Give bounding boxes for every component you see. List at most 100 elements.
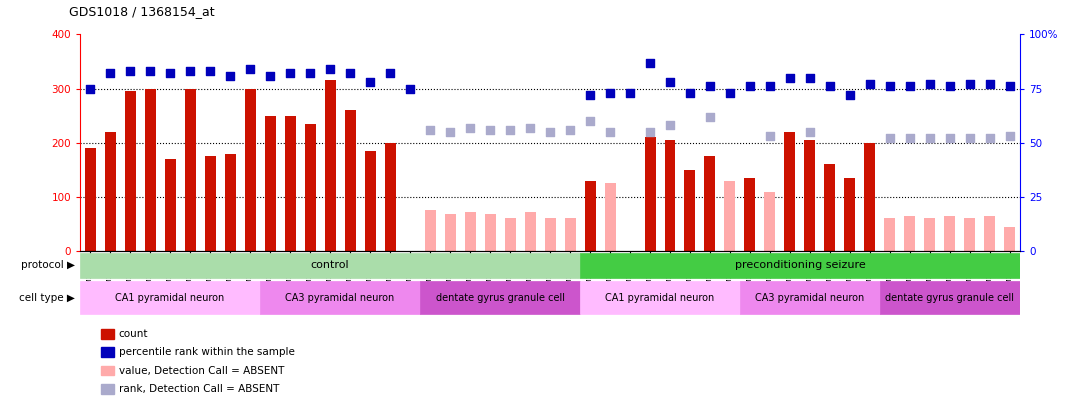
Bar bbox=[1004, 227, 1016, 251]
Point bbox=[1002, 133, 1019, 139]
Point bbox=[782, 75, 799, 81]
Point bbox=[642, 60, 659, 66]
Bar bbox=[105, 132, 115, 251]
Point bbox=[301, 70, 318, 77]
Bar bbox=[864, 143, 876, 251]
Bar bbox=[724, 181, 736, 251]
Point bbox=[381, 70, 398, 77]
Bar bbox=[580, 281, 740, 314]
Point bbox=[801, 129, 818, 135]
Point bbox=[901, 83, 918, 90]
Point bbox=[221, 72, 238, 79]
Bar bbox=[504, 217, 516, 251]
Bar bbox=[884, 217, 895, 251]
Bar bbox=[580, 253, 1020, 278]
Point bbox=[961, 81, 978, 87]
Bar bbox=[284, 116, 296, 251]
Point bbox=[961, 135, 978, 142]
Text: value, Detection Call = ABSENT: value, Detection Call = ABSENT bbox=[119, 366, 284, 375]
Point bbox=[182, 68, 199, 75]
Point bbox=[541, 129, 559, 135]
Text: protocol ▶: protocol ▶ bbox=[20, 260, 75, 270]
Point bbox=[702, 83, 719, 90]
Point bbox=[282, 70, 299, 77]
Point bbox=[321, 66, 339, 72]
Bar bbox=[425, 211, 436, 251]
Bar bbox=[644, 137, 656, 251]
Bar bbox=[485, 214, 496, 251]
Point bbox=[661, 79, 678, 85]
Point bbox=[761, 83, 779, 90]
Text: dentate gyrus granule cell: dentate gyrus granule cell bbox=[885, 293, 1015, 303]
Point bbox=[941, 83, 958, 90]
Point bbox=[422, 126, 439, 133]
Bar bbox=[465, 212, 475, 251]
Bar bbox=[185, 89, 195, 251]
Bar bbox=[261, 281, 420, 314]
Bar bbox=[944, 216, 956, 251]
Bar bbox=[144, 89, 156, 251]
Point bbox=[142, 68, 159, 75]
Point bbox=[81, 85, 98, 92]
Bar bbox=[964, 217, 975, 251]
Bar bbox=[304, 124, 315, 251]
Bar bbox=[524, 212, 535, 251]
Point bbox=[402, 85, 419, 92]
Bar bbox=[705, 156, 716, 251]
Bar bbox=[685, 170, 695, 251]
Text: CA3 pyramidal neuron: CA3 pyramidal neuron bbox=[755, 293, 865, 303]
Point bbox=[601, 129, 618, 135]
Bar bbox=[905, 216, 915, 251]
Point bbox=[581, 92, 598, 98]
Point bbox=[981, 135, 999, 142]
Bar bbox=[925, 217, 936, 251]
Point bbox=[642, 129, 659, 135]
Bar bbox=[265, 116, 276, 251]
Bar bbox=[420, 281, 580, 314]
Bar bbox=[604, 183, 615, 251]
Point bbox=[681, 90, 698, 96]
Text: CA3 pyramidal neuron: CA3 pyramidal neuron bbox=[285, 293, 395, 303]
Bar bbox=[744, 178, 755, 251]
Point bbox=[361, 79, 378, 85]
Bar bbox=[664, 140, 675, 251]
Bar bbox=[224, 153, 236, 251]
Point bbox=[502, 126, 519, 133]
Point bbox=[101, 70, 119, 77]
Bar bbox=[84, 148, 96, 251]
Text: cell type ▶: cell type ▶ bbox=[19, 293, 75, 303]
Text: count: count bbox=[119, 329, 148, 339]
Bar bbox=[164, 159, 175, 251]
Point bbox=[881, 83, 898, 90]
Point bbox=[741, 83, 758, 90]
Bar bbox=[584, 181, 596, 251]
Point bbox=[821, 83, 838, 90]
Point bbox=[702, 113, 719, 120]
Point bbox=[441, 129, 458, 135]
Point bbox=[461, 124, 478, 131]
Bar bbox=[80, 281, 261, 314]
Bar bbox=[205, 156, 216, 251]
Bar bbox=[845, 178, 855, 251]
Bar bbox=[364, 151, 376, 251]
Point bbox=[842, 92, 859, 98]
Point bbox=[622, 90, 639, 96]
Point bbox=[122, 68, 139, 75]
Point bbox=[941, 135, 958, 142]
Point bbox=[761, 133, 779, 139]
Bar bbox=[880, 281, 1020, 314]
Point bbox=[581, 118, 598, 124]
Text: GDS1018 / 1368154_at: GDS1018 / 1368154_at bbox=[69, 5, 215, 18]
Point bbox=[881, 135, 898, 142]
Point bbox=[922, 135, 939, 142]
Bar bbox=[444, 214, 456, 251]
Bar bbox=[384, 143, 395, 251]
Bar bbox=[80, 253, 580, 278]
Point bbox=[722, 90, 739, 96]
Point bbox=[262, 72, 279, 79]
Point bbox=[241, 66, 258, 72]
Point bbox=[482, 126, 499, 133]
Text: CA1 pyramidal neuron: CA1 pyramidal neuron bbox=[115, 293, 224, 303]
Bar bbox=[765, 192, 775, 251]
Text: preconditioning seizure: preconditioning seizure bbox=[735, 260, 865, 270]
